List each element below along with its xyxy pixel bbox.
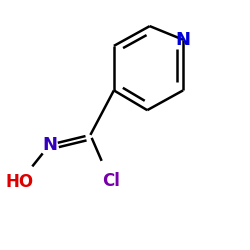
Text: HO: HO [5, 173, 33, 191]
Text: N: N [42, 136, 57, 154]
Text: N: N [176, 31, 190, 49]
Text: Cl: Cl [102, 172, 120, 190]
